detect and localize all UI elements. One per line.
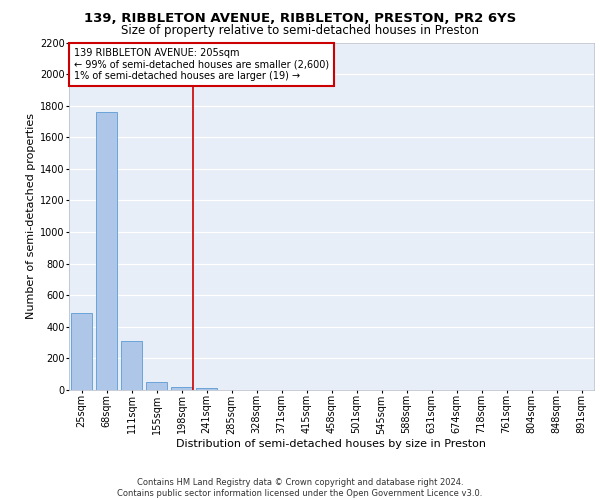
Y-axis label: Number of semi-detached properties: Number of semi-detached properties xyxy=(26,114,36,320)
Text: Contains HM Land Registry data © Crown copyright and database right 2024.
Contai: Contains HM Land Registry data © Crown c… xyxy=(118,478,482,498)
Bar xyxy=(71,312,92,390)
Text: Size of property relative to semi-detached houses in Preston: Size of property relative to semi-detach… xyxy=(121,24,479,37)
Bar xyxy=(121,341,142,390)
X-axis label: Distribution of semi-detached houses by size in Preston: Distribution of semi-detached houses by … xyxy=(176,439,487,449)
Text: 139 RIBBLETON AVENUE: 205sqm
← 99% of semi-detached houses are smaller (2,600)
1: 139 RIBBLETON AVENUE: 205sqm ← 99% of se… xyxy=(74,48,329,81)
Bar xyxy=(196,388,217,390)
Text: 139, RIBBLETON AVENUE, RIBBLETON, PRESTON, PR2 6YS: 139, RIBBLETON AVENUE, RIBBLETON, PRESTO… xyxy=(84,12,516,26)
Bar xyxy=(146,382,167,390)
Bar xyxy=(96,112,117,390)
Bar xyxy=(171,387,192,390)
